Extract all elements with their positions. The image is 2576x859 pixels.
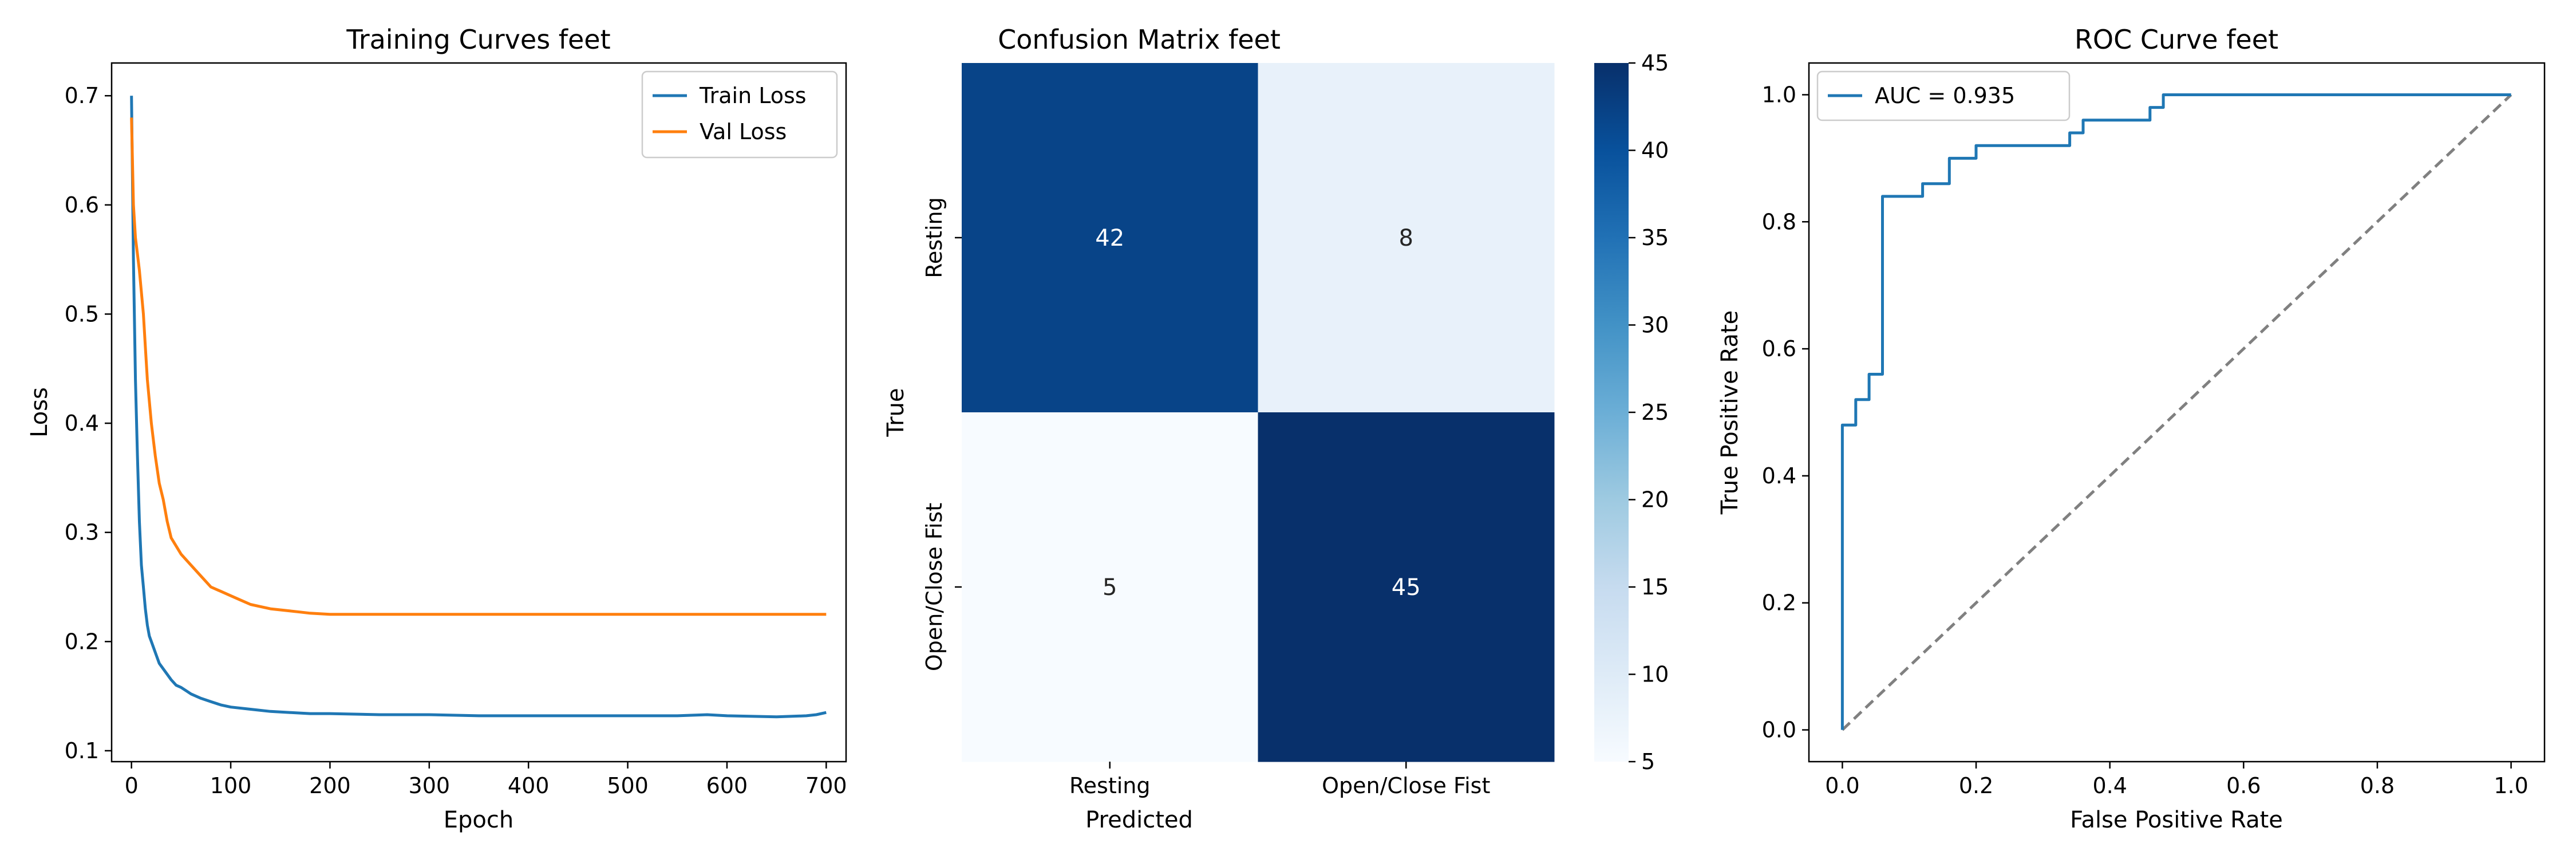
confusion-x-axis-label: Predicted <box>1085 807 1193 833</box>
loss-chart-title: Training Curves feet <box>346 24 610 55</box>
training-curves-panel: 0 100 200 300 400 500 600 700 0.1 0.2 0.3 0.4 0.5 0.6… <box>26 24 847 833</box>
legend-label-auc: AUC = 0.935 <box>1875 83 2015 108</box>
x-tick-label: 400 <box>508 773 550 798</box>
x-tick-label: 500 <box>607 773 649 798</box>
roc-x-axis-label: False Positive Rate <box>2070 807 2283 833</box>
y-tick-label: 0.3 <box>65 520 99 545</box>
loss-axis-ticks: 0 100 200 300 400 500 600 700 0.1 0.2 0.3 0.4 0.5 0.6… <box>65 83 847 798</box>
matrix-cell <box>962 412 1258 762</box>
cell-value-label: 45 <box>1392 574 1421 601</box>
y-tick-label: 0.2 <box>1762 590 1796 616</box>
x-tick-label: Resting <box>1069 773 1151 798</box>
loss-legend: Train Loss Val Loss <box>641 70 838 159</box>
roc-plot-frame <box>1808 62 2546 763</box>
x-tick-label: 300 <box>409 773 451 798</box>
colorbar-ticks: 5 10 15 20 25 30 35 40 45 <box>1629 50 1669 774</box>
colorbar-tick-label: 5 <box>1641 749 1655 774</box>
matrix-cell <box>1258 63 1555 413</box>
x-tick-label: 100 <box>210 773 252 798</box>
y-tick-label: 1.0 <box>1762 82 1796 107</box>
y-tick-label: 0.6 <box>65 192 99 218</box>
colorbar <box>1594 63 1629 762</box>
x-tick-label: 0 <box>125 773 139 798</box>
roc-y-axis-label: True Positive Rate <box>1717 310 1743 515</box>
colorbar-tick-label: 20 <box>1641 487 1669 513</box>
y-tick-label: Resting <box>922 197 947 278</box>
x-tick-label: 0.8 <box>2360 773 2395 798</box>
cell-value-label: 42 <box>1095 225 1124 251</box>
x-tick-label: Open/Close Fist <box>1322 773 1490 798</box>
loss-legend-frame <box>641 70 838 159</box>
x-tick-label: 600 <box>706 773 748 798</box>
confusion-chart-title: Confusion Matrix feet <box>998 24 1281 55</box>
roc-curve-panel: 0.0 0.2 0.4 0.6 0.8 1.0 0.0 0.2 0.4 0.6 0.8 1.0 ROC… <box>1717 24 2546 833</box>
loss-x-axis-label: Epoch <box>444 807 513 833</box>
matrix-cell <box>1258 412 1555 762</box>
roc-lines <box>1840 93 2512 731</box>
colorbar-tick-label: 45 <box>1641 50 1669 76</box>
y-tick-label: 0.2 <box>65 629 99 654</box>
y-tick-label: 0.8 <box>1762 209 1796 234</box>
confusion-y-axis-label: True <box>883 388 909 438</box>
loss-y-axis-label: Loss <box>26 387 53 438</box>
colorbar-tick-label: 35 <box>1641 225 1669 250</box>
x-tick-label: 700 <box>805 773 847 798</box>
cell-value-label: 8 <box>1399 225 1413 251</box>
colorbar-tick-label: 40 <box>1641 138 1669 163</box>
colorbar-tick-label: 25 <box>1641 400 1669 425</box>
x-tick-label: 0.0 <box>1825 773 1859 798</box>
x-tick-label: 0.6 <box>2226 773 2261 798</box>
loss-lines <box>130 96 827 719</box>
y-tick-label: 0.1 <box>65 738 99 763</box>
confusion-matrix-cells: 42 8 5 45 <box>962 63 1555 762</box>
roc-chart-title: ROC Curve feet <box>2075 24 2278 55</box>
roc-curve-line <box>1840 93 2511 730</box>
x-tick-label: 0.2 <box>1959 773 1993 798</box>
x-tick-label: 0.4 <box>2092 773 2127 798</box>
y-tick-label: 0.5 <box>65 301 99 326</box>
legend-label-train-loss: Train Loss <box>699 83 807 108</box>
chance-diagonal-line <box>1841 93 2512 731</box>
colorbar-tick-label: 15 <box>1641 574 1669 600</box>
x-tick-label: 200 <box>309 773 351 798</box>
colorbar-tick-label: 10 <box>1641 662 1669 687</box>
confusion-matrix-panel: 42 8 5 45 Resting Open/Close Fist Resting Open… <box>883 24 1669 833</box>
legend-label-val-loss: Val Loss <box>700 119 787 144</box>
series-line-train-loss <box>130 96 827 719</box>
y-tick-label: 0.4 <box>1762 463 1796 488</box>
loss-plot-frame <box>110 62 847 763</box>
series-line-val-loss <box>130 117 827 616</box>
y-tick-label: 0.0 <box>1762 718 1796 743</box>
cell-value-label: 5 <box>1103 574 1117 601</box>
colorbar-tick-label: 30 <box>1641 313 1669 338</box>
y-tick-label: 0.7 <box>65 83 99 108</box>
y-tick-label: 0.4 <box>65 411 99 436</box>
roc-legend: AUC = 0.935 <box>1816 70 2071 121</box>
roc-axis-ticks: 0.0 0.2 0.4 0.6 0.8 1.0 0.0 0.2 0.4 0.6 0.8 1.0 <box>1762 82 2528 798</box>
matrix-cell <box>962 63 1258 413</box>
confusion-matrix-ticks: Resting Open/Close Fist Resting Open/Close … <box>922 197 1490 798</box>
x-tick-label: 1.0 <box>2494 773 2528 798</box>
roc-legend-frame <box>1816 70 2071 121</box>
y-tick-label: Open/Close Fist <box>922 503 947 671</box>
y-tick-label: 0.6 <box>1762 336 1796 361</box>
